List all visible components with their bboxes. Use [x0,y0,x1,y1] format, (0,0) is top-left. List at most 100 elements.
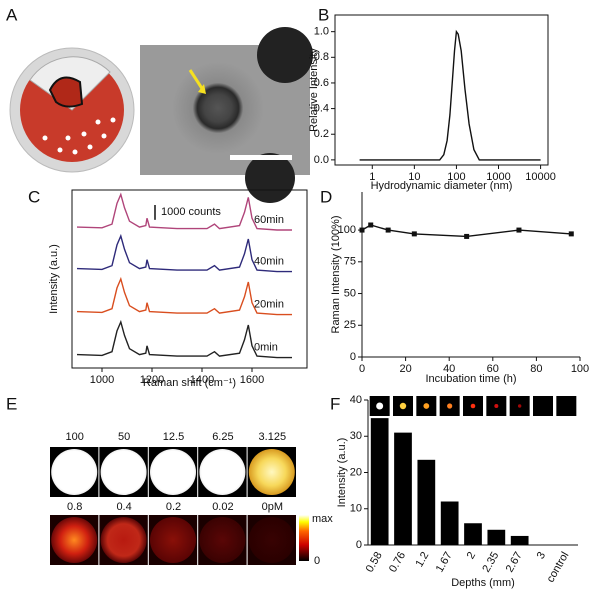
x-tick-label: control [545,550,572,585]
y-tick-label: 0.8 [314,51,329,63]
series-line [76,319,292,359]
nanoparticle-illustration [9,47,135,173]
x-tick-label: 0.58 [364,550,385,575]
raman-image-grid: 100 50 12.5 6.25 3.125 0.8 0.4 0.2 0.02 0pM max 0 [50,431,333,567]
x-tick-label: 100 [447,171,465,183]
panel-label: F [330,394,340,413]
x-tick-label: 1000 [486,171,510,183]
concentration-label: 6.25 [212,431,233,443]
concentration-label: 0.4 [116,501,131,513]
panel-label: E [6,394,17,413]
colorbar [299,515,309,561]
shape [245,153,295,203]
bar [464,523,482,545]
y-tick-label: 0.0 [314,154,329,166]
shape [230,155,292,160]
y-tick-label: 0 [350,351,356,363]
x-tick-label: 0.76 [387,550,408,575]
data-point [368,222,374,228]
bar [487,529,506,545]
x-tick-label: 20 [399,363,411,375]
panel-label: B [318,5,329,24]
panel-label: C [28,187,40,206]
y-tick-label: 1.0 [314,26,329,38]
series-line [76,233,292,273]
x-tick-label: 2 [465,550,478,561]
shape [65,135,71,141]
x-tick-label: 2.67 [504,550,525,575]
y-tick-label: 0 [356,539,362,551]
concentration-label: 0.2 [166,501,181,513]
x-tick-label: 0 [359,363,365,375]
concentration-label: 100 [66,431,84,443]
data-point [464,233,470,239]
image-spot [199,449,246,495]
y-tick-label: 10 [350,503,362,515]
series-label: 60min [254,214,284,226]
y-tick-label: 40 [350,394,362,406]
shape [57,147,63,153]
x-tick-label: 3 [535,550,548,561]
x-tick-label: 1600 [240,374,264,386]
x-axis-label: Hydrodynamic diameter (nm) [371,180,513,192]
concentration-label: 3.125 [259,431,287,443]
concentration-label: 0pM [262,501,283,513]
shape [72,149,78,155]
thumbnail-spot [423,403,430,409]
x-tick-label: 10000 [525,171,556,183]
image-spot [100,449,147,495]
shape [87,144,93,150]
x-tick-label: 10 [408,171,420,183]
series-label: 20min [254,299,284,311]
x-tick-label: 1400 [190,374,214,386]
thumbnail [556,396,577,416]
image-spot [51,517,98,563]
image-spot [100,517,147,563]
x-tick-label: 1.2 [413,550,431,569]
x-axis-label: Incubation time (h) [425,373,516,385]
concentration-label: 0.8 [67,501,82,513]
chart: 0 10 20 30 40 Depths (mm) Intensity (a.u.) 0.58… [336,394,578,589]
series-label: 0min [254,342,278,354]
y-tick-label: 0.2 [314,128,329,140]
shape [101,133,107,139]
y-tick-label: 100 [338,224,356,236]
bar [510,535,529,545]
bar [370,418,389,545]
shape [95,119,101,125]
y-tick-label: 20 [350,466,362,478]
image-spot [199,517,246,563]
data-point [411,231,417,237]
bar [440,501,459,545]
chart: 0.0 0.2 0.4 0.6 0.8 1.0 1 10 100 1000 10000 Hydrody… [308,14,556,192]
plot-frame [71,189,308,369]
chart: 1000 1200 1400 1600 Raman shift (cm⁻¹) Intens… [48,189,308,389]
x-axis-label: Raman shift (cm⁻¹) [143,377,236,389]
panel-label: A [6,5,18,24]
thumbnail-spot [447,403,453,409]
data-point [516,227,522,233]
data-point [359,227,365,233]
shape [257,27,313,83]
scale-bar-label: 1000 counts [161,206,221,218]
concentration-label: 50 [118,431,130,443]
y-tick-label: 75 [344,256,356,268]
concentration-label: 0.02 [212,501,233,513]
y-tick-label: 50 [344,287,356,299]
colorbar-min: 0 [314,555,320,567]
y-axis-label: Intensity (a.u.) [48,244,60,314]
y-axis-label: Intensity (a.u.) [336,438,348,508]
series-line [76,276,292,316]
shape [172,62,264,154]
image-spot [150,449,196,495]
y-axis-label: Relative Intensity [308,48,320,132]
data-point [568,231,574,237]
y-tick-label: 25 [344,319,356,331]
y-axis-label: Raman Intensity (100%) [330,216,342,334]
x-tick-label: 40 [443,363,455,375]
image-spot [150,517,196,563]
x-tick-label: 2.35 [480,550,501,575]
shape [42,135,48,141]
